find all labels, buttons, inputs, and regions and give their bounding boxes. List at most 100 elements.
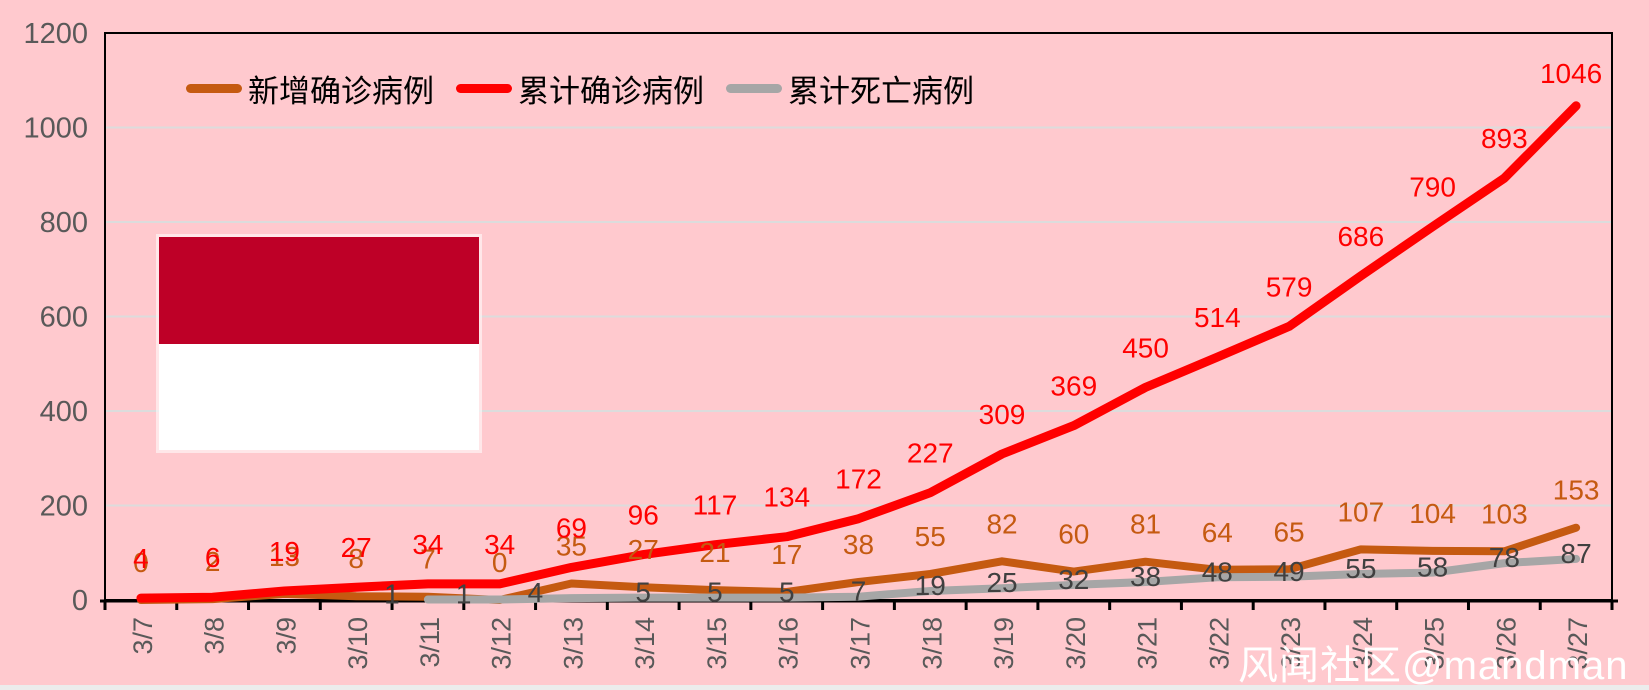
data-label-cumulative-cases: 34: [484, 529, 515, 560]
data-label-cumulative-cases: 27: [341, 532, 372, 563]
x-axis-label: 3/8: [200, 617, 230, 655]
data-label-cumulative-cases: 579: [1266, 271, 1313, 302]
x-axis-label: 3/25: [1420, 617, 1450, 670]
data-label-cumulative-deaths: 78: [1489, 542, 1520, 573]
legend-item-cumulative-deaths: 累计死亡病例: [726, 66, 974, 111]
data-label-new-cases: 65: [1273, 516, 1304, 547]
data-label-cumulative-deaths: 5: [635, 577, 651, 608]
x-axis-label: 3/18: [917, 617, 947, 670]
data-label-new-cases: 0: [133, 547, 149, 578]
new-cases-line: [136, 523, 1581, 604]
legend-dash-orange-icon: [186, 83, 242, 93]
legend-label-new-cases: 新增确诊病例: [248, 73, 434, 109]
data-label-cumulative-cases: 369: [1050, 371, 1097, 402]
data-label-new-cases: 55: [915, 521, 946, 552]
data-label-new-cases: 103: [1481, 498, 1528, 529]
x-axis-label: 3/14: [630, 617, 660, 670]
data-label-new-cases: 35: [556, 530, 587, 561]
data-label-cumulative-cases: 19: [269, 536, 300, 567]
data-label-cumulative-deaths: 4: [528, 577, 544, 608]
data-label-cumulative-cases: 1046: [1540, 58, 1602, 89]
y-axis-label: 1000: [23, 113, 88, 145]
legend-item-new-cases: 新增确诊病例: [186, 66, 434, 111]
watermark: 风闻社区@mandman: [1238, 644, 1629, 688]
x-axis-label: 3/26: [1491, 617, 1521, 670]
data-label-new-cases: 153: [1553, 475, 1600, 506]
y-axis-label: 400: [40, 396, 88, 428]
data-label-cumulative-deaths: 1: [456, 579, 472, 610]
x-axis-label: 3/16: [774, 617, 804, 670]
x-axis-label: 3/27: [1563, 617, 1593, 670]
x-axis-label: 3/9: [271, 617, 301, 655]
data-label-cumulative-cases: 69: [556, 512, 587, 543]
cumulative-deaths-line: [423, 554, 1581, 604]
data-label-cumulative-deaths: 55: [1345, 553, 1376, 584]
data-label-cumulative-deaths: 49: [1273, 556, 1304, 587]
legend-dash-red-icon: [456, 83, 512, 93]
data-label-new-cases: 13: [269, 541, 300, 572]
x-axis-label: 3/10: [343, 617, 373, 670]
x-axis-label: 3/24: [1348, 617, 1378, 670]
data-label-cumulative-deaths: 1: [384, 579, 400, 610]
x-axis-label: 3/21: [1133, 617, 1163, 670]
data-label-cumulative-cases: 450: [1122, 332, 1169, 363]
data-label-new-cases: 8: [348, 543, 364, 574]
x-axis-label: 3/7: [128, 617, 158, 655]
data-label-new-cases: 81: [1130, 509, 1161, 540]
data-label-cumulative-cases: 790: [1409, 172, 1456, 203]
legend-label-cumulative-deaths: 累计死亡病例: [788, 73, 974, 109]
x-axis-label: 3/22: [1204, 617, 1234, 670]
y-axis-label: 800: [40, 207, 88, 239]
data-label-cumulative-deaths: 87: [1561, 538, 1592, 569]
y-axis-label: 600: [40, 302, 88, 334]
data-label-cumulative-cases: 6: [205, 542, 221, 573]
data-label-new-cases: 27: [628, 534, 659, 565]
data-label-cumulative-deaths: 38: [1130, 561, 1161, 592]
y-axis-label: 1200: [23, 18, 88, 50]
cumulative-cases-line: [136, 101, 1581, 603]
data-label-cumulative-cases: 117: [693, 490, 738, 521]
data-label-new-cases: 21: [699, 537, 730, 568]
data-label-cumulative-deaths: 5: [779, 577, 795, 608]
indonesia-flag-image: [159, 237, 479, 450]
y-axis-label: 0: [72, 585, 88, 617]
data-label-new-cases: 60: [1058, 519, 1089, 550]
data-label-cumulative-cases: 34: [412, 529, 443, 560]
x-axis-label: 3/17: [846, 617, 876, 670]
data-label-cumulative-cases: 4: [133, 543, 149, 574]
data-label-cumulative-cases: 686: [1337, 221, 1384, 252]
data-label-cumulative-deaths: 5: [707, 577, 723, 608]
legend-item-cumulative-cases: 累计确诊病例: [456, 66, 704, 111]
data-label-new-cases: 104: [1409, 498, 1456, 529]
x-axis-label: 3/12: [487, 617, 517, 670]
data-label-cumulative-cases: 309: [979, 399, 1026, 430]
data-label-new-cases: 17: [771, 539, 802, 570]
bottom-edge-strip: [0, 685, 1649, 690]
data-label-cumulative-cases: 96: [628, 500, 659, 531]
legend-label-cumulative-cases: 累计确诊病例: [518, 73, 704, 109]
x-axis-label: 3/19: [989, 617, 1019, 670]
data-label-cumulative-cases: 893: [1481, 123, 1528, 154]
x-axis-label: 3/23: [1276, 617, 1306, 670]
data-label-cumulative-deaths: 7: [851, 576, 867, 607]
indonesia-flag-red-band: [159, 237, 479, 344]
data-label-cumulative-deaths: 19: [915, 570, 946, 601]
data-label-new-cases: 0: [492, 547, 508, 578]
data-label-new-cases: 64: [1202, 517, 1233, 548]
data-label-cumulative-cases: 514: [1194, 302, 1241, 333]
data-label-cumulative-deaths: 48: [1202, 556, 1233, 587]
x-axis-label: 3/20: [1061, 617, 1091, 670]
data-label-new-cases: 7: [420, 544, 436, 575]
data-label-cumulative-cases: 227: [907, 438, 954, 469]
data-label-cumulative-deaths: 25: [986, 567, 1017, 598]
legend-dash-gray-icon: [726, 83, 782, 93]
data-label-cumulative-deaths: 32: [1058, 564, 1089, 595]
x-axis-label: 3/13: [558, 617, 588, 670]
data-label-cumulative-cases: 134: [763, 482, 810, 513]
data-label-new-cases: 82: [986, 508, 1017, 539]
x-axis-label: 3/15: [702, 617, 732, 670]
indonesia-flag-white-band: [159, 343, 479, 450]
data-label-cumulative-deaths: 58: [1417, 552, 1448, 583]
